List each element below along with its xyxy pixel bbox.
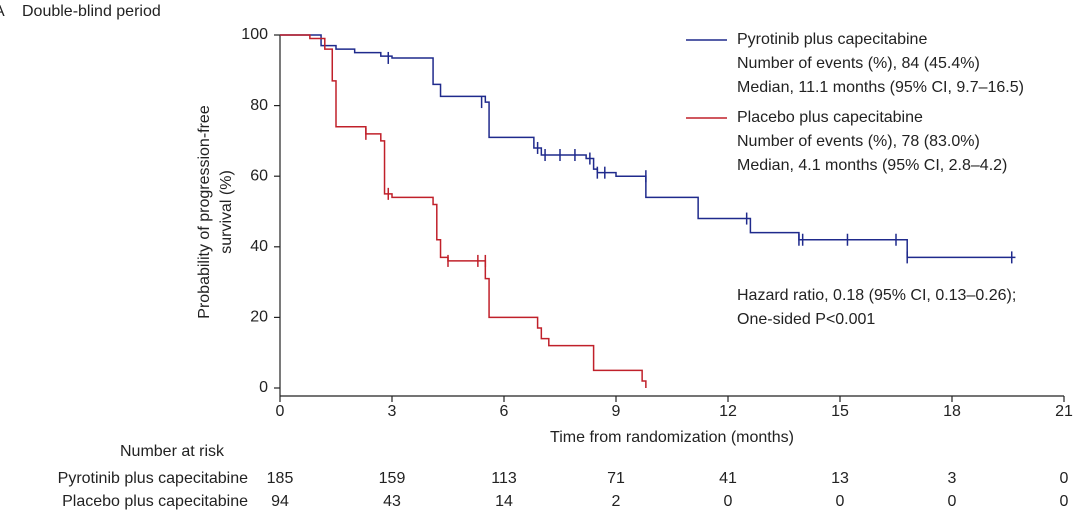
y-tick-label: 0 bbox=[259, 379, 268, 396]
risk-count: 185 bbox=[267, 470, 294, 487]
risk-count: 13 bbox=[831, 470, 849, 487]
legend-label: Placebo plus capecitabine bbox=[737, 109, 923, 126]
risk-count: 0 bbox=[948, 493, 957, 510]
x-tick-label: 3 bbox=[388, 403, 397, 420]
survival-curve bbox=[280, 34, 647, 388]
risk-row-name: Pyrotinib plus capecitabine bbox=[58, 470, 248, 487]
x-tick-label: 12 bbox=[719, 403, 737, 420]
x-tick-label: 18 bbox=[943, 403, 961, 420]
legend-events: Number of events (%), 84 (45.4%) bbox=[737, 55, 980, 72]
risk-count: 113 bbox=[491, 470, 517, 487]
x-tick-label: 6 bbox=[500, 403, 509, 420]
risk-count: 43 bbox=[383, 493, 401, 510]
risk-count: 14 bbox=[495, 493, 513, 510]
risk-count: 71 bbox=[607, 470, 625, 487]
y-axis-title: Probability of progression-free survival… bbox=[196, 105, 235, 319]
annotation: Hazard ratio, 0.18 (95% CI, 0.13–0.26); bbox=[737, 287, 1016, 304]
subtitle: Double-blind period bbox=[22, 3, 161, 20]
y-tick-label: 60 bbox=[250, 167, 268, 184]
risk-count: 0 bbox=[1060, 470, 1069, 487]
x-tick-label: 15 bbox=[831, 403, 849, 420]
y-tick-label: 80 bbox=[250, 97, 268, 114]
y-tick-label: 40 bbox=[250, 238, 268, 255]
y-tick-label: 100 bbox=[241, 26, 268, 43]
legend-label: Pyrotinib plus capecitabine bbox=[737, 31, 927, 48]
y-tick-label: 20 bbox=[250, 309, 268, 326]
y-axis-title-line: Probability of progression-free bbox=[196, 105, 213, 319]
risk-count: 159 bbox=[379, 470, 406, 487]
annotation: One-sided P<0.001 bbox=[737, 311, 875, 328]
x-tick-label: 21 bbox=[1055, 403, 1073, 420]
legend-events: Number of events (%), 78 (83.0%) bbox=[737, 133, 980, 150]
x-tick-label: 0 bbox=[276, 403, 285, 420]
y-axis-title-line: survival (%) bbox=[218, 170, 235, 254]
risk-count: 3 bbox=[948, 470, 957, 487]
risk-row-name: Placebo plus capecitabine bbox=[62, 493, 248, 510]
risk-table-title: Number at risk bbox=[120, 443, 225, 460]
risk-count: 94 bbox=[271, 493, 289, 510]
x-tick-label: 9 bbox=[612, 403, 621, 420]
x-axis-title: Time from randomization (months) bbox=[550, 429, 794, 446]
risk-count: 0 bbox=[724, 493, 733, 510]
panel-label: A bbox=[0, 3, 5, 20]
risk-count: 2 bbox=[612, 493, 621, 510]
legend-median: Median, 11.1 months (95% CI, 9.7–16.5) bbox=[737, 79, 1024, 96]
risk-count: 41 bbox=[719, 470, 737, 487]
legend-median: Median, 4.1 months (95% CI, 2.8–4.2) bbox=[737, 157, 1007, 174]
risk-count: 0 bbox=[836, 493, 845, 510]
risk-count: 0 bbox=[1060, 493, 1069, 510]
